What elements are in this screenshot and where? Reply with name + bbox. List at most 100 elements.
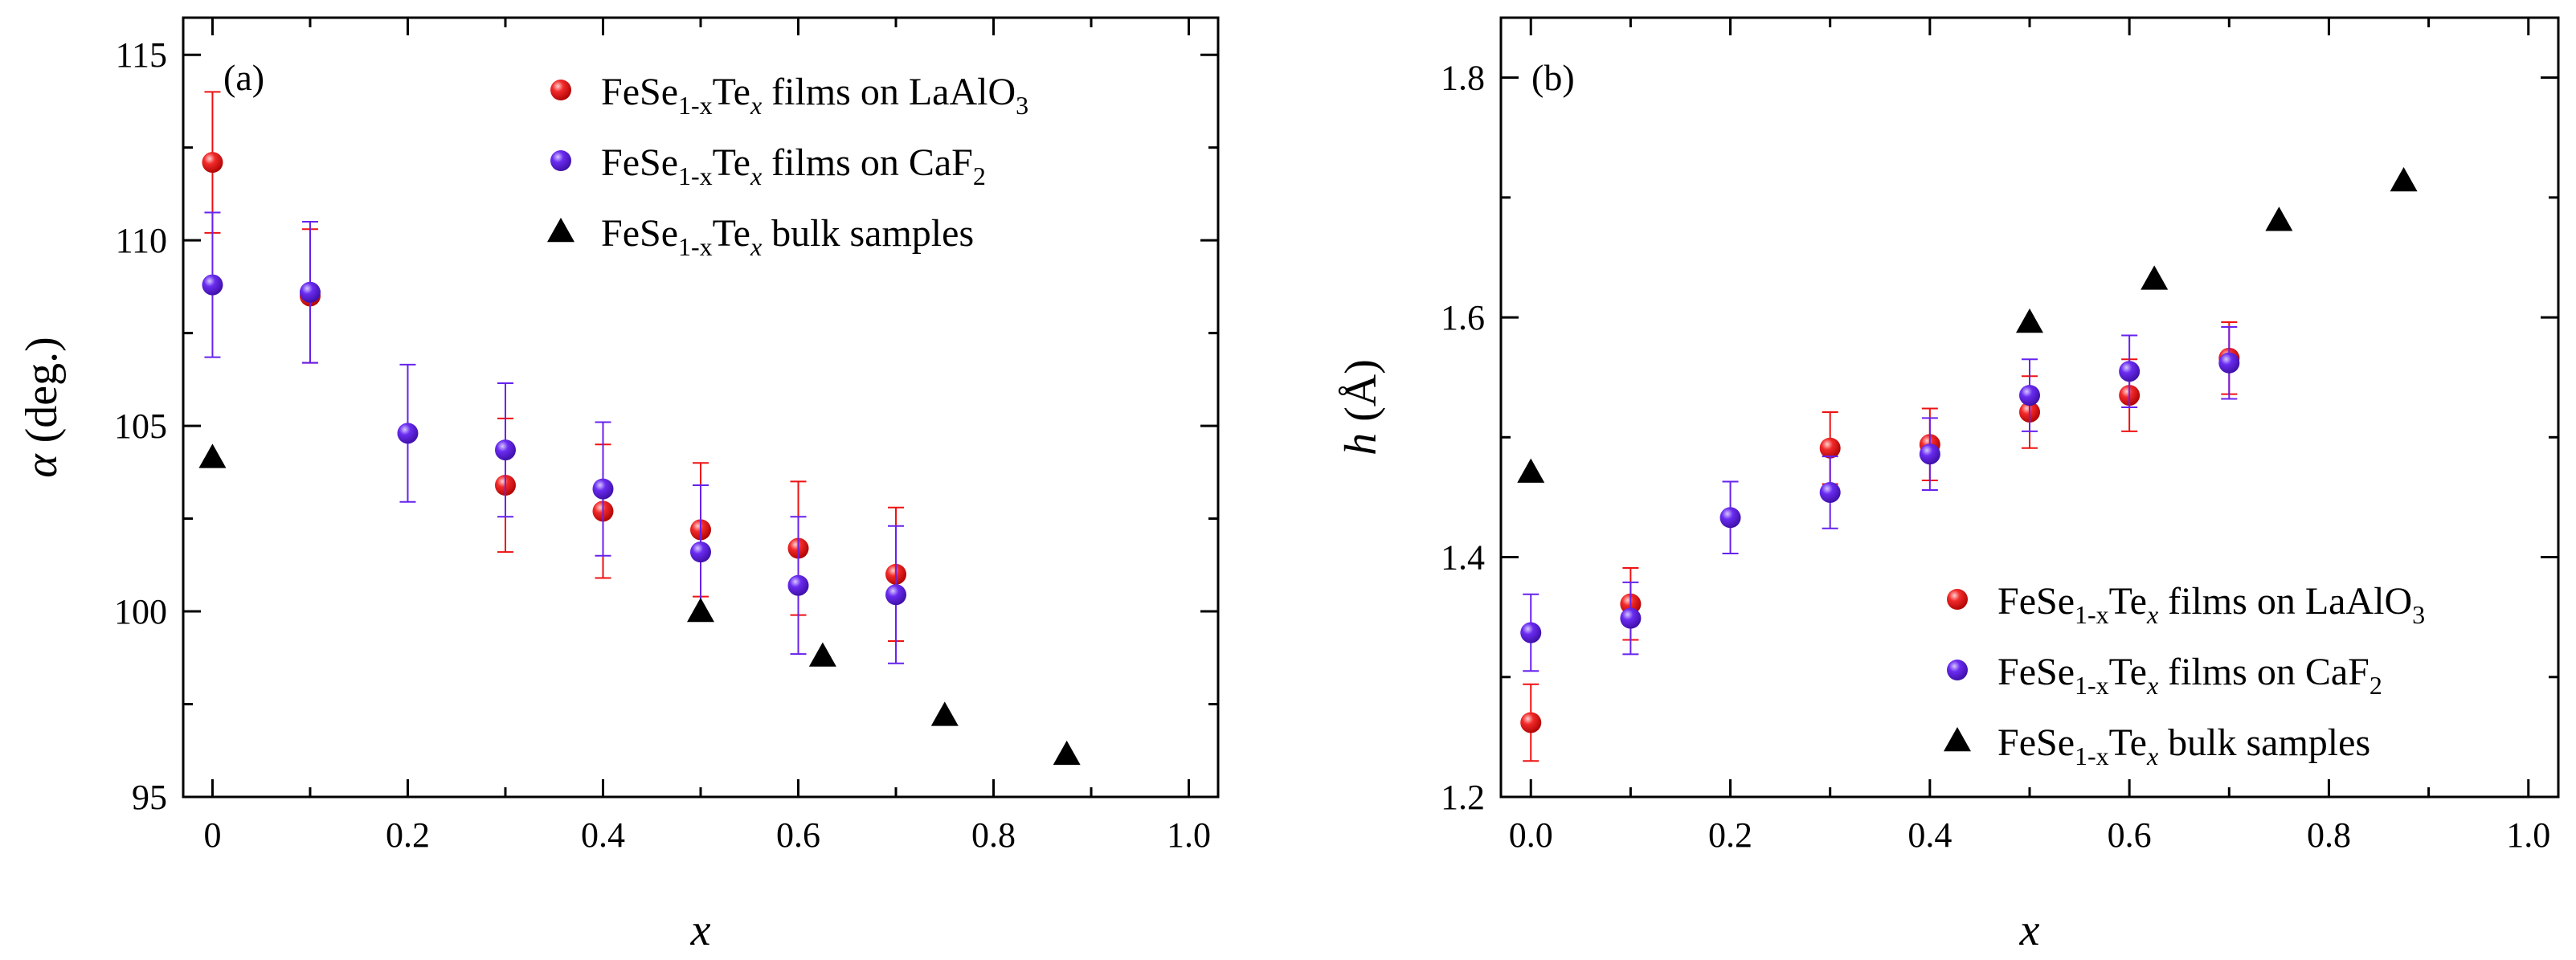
data-point <box>2141 265 2169 290</box>
legend-subscript: x <box>2146 671 2158 700</box>
data-point <box>787 574 809 596</box>
data-point <box>1819 481 1841 503</box>
x-tick-label: 0.2 <box>386 815 430 855</box>
y-tick-label: 1.4 <box>1441 538 1485 578</box>
legend-subscript: x <box>750 232 762 261</box>
legend-text-part: films on CaF <box>762 141 973 184</box>
data-point <box>202 274 223 296</box>
panel-label: (a) <box>223 57 264 98</box>
x-tick-label: 0.2 <box>1708 815 1752 855</box>
data-point <box>690 541 711 563</box>
y-tick-label: 1.8 <box>1441 59 1485 98</box>
x-axis-title: x <box>690 905 711 955</box>
legend-subscript: 3 <box>2412 600 2425 629</box>
data-point <box>299 281 321 303</box>
data-point <box>1517 458 1545 483</box>
y-tick-label: 95 <box>132 778 167 817</box>
legend-text-part: FeSe <box>601 71 678 113</box>
legend-marker <box>1947 589 1968 610</box>
x-tick-label: 0.6 <box>2108 815 2152 855</box>
legend-text-part: films on LaAlO <box>2158 580 2412 623</box>
legend-subscript: 1-x <box>678 91 713 120</box>
y-axis-title: α (deg.) <box>17 337 67 478</box>
legend-label: FeSe1-xTex films on LaAlO3 <box>1997 580 2425 629</box>
y-tick-label: 1.2 <box>1441 778 1485 817</box>
legend-text-part: Te <box>713 212 750 255</box>
series-bulk-samples <box>1517 166 2418 483</box>
y-tick-label: 100 <box>114 592 167 631</box>
legend-text-part: bulk samples <box>2158 721 2370 764</box>
x-axis-title: x <box>2019 905 2040 955</box>
legend-marker <box>1947 660 1968 680</box>
data-point <box>1819 437 1841 459</box>
series-bulk-samples <box>198 443 1081 766</box>
x-tick-label: 0.4 <box>1907 815 1952 855</box>
y-axis-title: h (Å) <box>1336 359 1386 455</box>
data-point <box>1719 507 1741 529</box>
legend-subscript: 2 <box>973 161 986 190</box>
legend-subscript: 1-x <box>678 232 713 261</box>
y-tick-label: 1.6 <box>1441 298 1485 337</box>
data-point <box>1620 607 1642 629</box>
legend-text-part: FeSe <box>1997 580 2075 623</box>
data-point <box>1919 443 1940 465</box>
legend-text-part: films on LaAlO <box>762 71 1016 113</box>
y-axis-symbol: h <box>1336 433 1386 455</box>
legend-text-part: FeSe <box>601 212 678 255</box>
y-axis-unit: (deg.) <box>17 337 67 443</box>
legend-subscript: 2 <box>2370 671 2382 700</box>
legend-subscript: x <box>750 161 762 190</box>
data-point <box>2016 308 2043 333</box>
legend-subscript: x <box>2146 600 2158 629</box>
data-point <box>202 152 223 174</box>
x-tick-label: 0.0 <box>1509 815 1553 855</box>
legend-text-part: Te <box>713 141 750 184</box>
legend-subscript: x <box>750 91 762 120</box>
y-axis-unit: (Å) <box>1336 359 1386 422</box>
data-point <box>808 642 836 667</box>
data-point <box>592 478 614 500</box>
legend-text-part: Te <box>713 71 750 113</box>
legend-text-part: films on CaF <box>2158 651 2370 693</box>
legend-subscript: 1-x <box>2075 741 2109 770</box>
x-tick-label: 1.0 <box>1167 815 1211 855</box>
series-caf2-films <box>202 211 907 664</box>
x-tick-label: 0.6 <box>776 815 820 855</box>
data-point <box>494 439 516 461</box>
y-axis-space <box>17 443 67 454</box>
legend-label: FeSe1-xTex films on CaF2 <box>1997 651 2382 700</box>
data-point <box>1053 740 1081 766</box>
series-caf2-films <box>1520 326 2240 672</box>
data-point <box>2019 385 2040 406</box>
legend-subscript: 1-x <box>2075 671 2109 700</box>
y-tick-label: 110 <box>116 221 167 260</box>
legend-text-part: Te <box>2109 651 2147 693</box>
legend-label: FeSe1-xTex films on CaF2 <box>601 141 986 190</box>
legend-label: FeSe1-xTex films on LaAlO3 <box>601 71 1028 120</box>
y-tick-label: 105 <box>114 406 167 446</box>
legend-label: FeSe1-xTex bulk samples <box>601 212 974 261</box>
data-point <box>687 598 714 623</box>
data-point <box>1520 622 1542 643</box>
data-point <box>1520 712 1542 733</box>
data-point <box>2390 166 2418 192</box>
data-point <box>930 701 959 726</box>
plot-frame <box>182 16 1220 799</box>
legend-marker <box>547 218 574 243</box>
data-point <box>2119 361 2141 382</box>
panel-b-chart: 0.0 0.2 0.4 0.6 0.8 1.0 1.2 1.4 1.6 1.8 x h (Å) (b) F… <box>1336 16 2560 955</box>
x-tick-label: 0.8 <box>2307 815 2351 855</box>
data-point <box>885 584 907 606</box>
legend-label: FeSe1-xTex bulk samples <box>1997 721 2370 770</box>
legend-marker <box>550 150 571 171</box>
legend-subscript: 1-x <box>2075 600 2109 629</box>
y-axis-symbol: α <box>17 453 67 478</box>
legend-text-part: FeSe <box>1997 721 2075 764</box>
legend-marker <box>550 80 571 100</box>
y-axis-space <box>1336 422 1386 433</box>
legend-subscript: 3 <box>1016 91 1028 120</box>
x-tick-label: 1.0 <box>2506 815 2550 855</box>
